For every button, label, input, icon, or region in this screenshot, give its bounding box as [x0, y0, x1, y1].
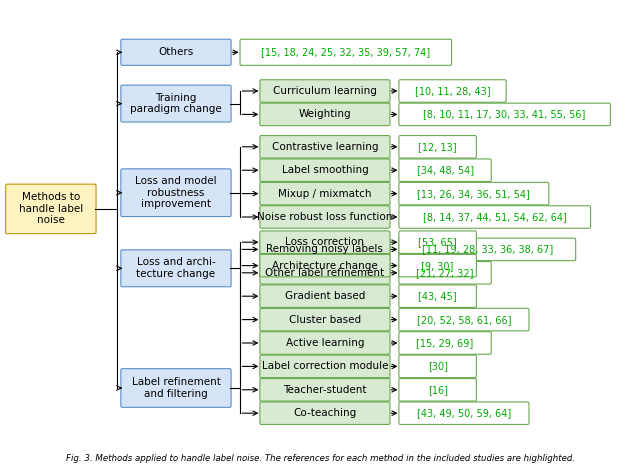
Text: Label refinement
and filtering: Label refinement and filtering [132, 377, 220, 399]
Text: Training
paradigm change: Training paradigm change [130, 93, 222, 114]
Text: Fig. 3. Methods applied to handle label noise. The references for each method in: Fig. 3. Methods applied to handle label … [67, 454, 575, 463]
FancyBboxPatch shape [260, 238, 390, 261]
Text: Gradient based: Gradient based [285, 291, 365, 301]
Text: [13, 26, 34, 36, 51, 54]: [13, 26, 34, 36, 51, 54] [417, 189, 531, 199]
FancyBboxPatch shape [399, 238, 575, 261]
Text: Architecture change: Architecture change [272, 261, 378, 271]
FancyBboxPatch shape [399, 355, 476, 378]
FancyBboxPatch shape [121, 39, 231, 66]
FancyBboxPatch shape [399, 332, 492, 354]
Text: Loss and archi-
tecture change: Loss and archi- tecture change [136, 257, 216, 279]
Text: Loss correction: Loss correction [285, 237, 364, 247]
Text: [16]: [16] [428, 385, 447, 395]
FancyBboxPatch shape [260, 182, 390, 205]
Text: Loss and model
robustness
improvement: Loss and model robustness improvement [135, 176, 217, 209]
Text: Co-teaching: Co-teaching [293, 408, 356, 418]
FancyBboxPatch shape [260, 206, 390, 228]
Text: [34, 48, 54]: [34, 48, 54] [417, 165, 474, 175]
Text: Contrastive learning: Contrastive learning [272, 142, 378, 152]
FancyBboxPatch shape [260, 285, 390, 307]
FancyBboxPatch shape [399, 254, 476, 277]
Text: [20, 52, 58, 61, 66]: [20, 52, 58, 61, 66] [417, 314, 511, 324]
FancyBboxPatch shape [260, 308, 390, 331]
Text: [8, 10, 11, 17, 30, 33, 41, 55, 56]: [8, 10, 11, 17, 30, 33, 41, 55, 56] [424, 109, 586, 119]
Text: Label correction module: Label correction module [262, 361, 388, 371]
Text: Mixup / mixmatch: Mixup / mixmatch [278, 189, 372, 199]
Text: Weighting: Weighting [299, 109, 351, 119]
Text: [15, 18, 24, 25, 32, 35, 39, 57, 74]: [15, 18, 24, 25, 32, 35, 39, 57, 74] [261, 48, 430, 57]
Text: [8, 14, 37, 44, 51, 54, 62, 64]: [8, 14, 37, 44, 51, 54, 62, 64] [423, 212, 566, 222]
FancyBboxPatch shape [260, 135, 390, 158]
Text: Active learning: Active learning [285, 338, 364, 348]
FancyBboxPatch shape [399, 262, 492, 284]
FancyBboxPatch shape [121, 169, 231, 217]
FancyBboxPatch shape [260, 231, 390, 254]
FancyBboxPatch shape [260, 379, 390, 401]
FancyBboxPatch shape [260, 103, 390, 126]
Text: Cluster based: Cluster based [289, 314, 361, 324]
Text: Teacher-student: Teacher-student [283, 385, 367, 395]
Text: Other label refinement: Other label refinement [266, 268, 385, 278]
Text: [15, 29, 69]: [15, 29, 69] [417, 338, 474, 348]
Text: [43, 45]: [43, 45] [419, 291, 457, 301]
FancyBboxPatch shape [399, 379, 476, 401]
Text: [9, 30]: [9, 30] [422, 261, 454, 271]
FancyBboxPatch shape [260, 254, 390, 277]
FancyBboxPatch shape [399, 308, 529, 331]
FancyBboxPatch shape [399, 285, 476, 307]
FancyBboxPatch shape [260, 355, 390, 378]
FancyBboxPatch shape [260, 332, 390, 354]
FancyBboxPatch shape [260, 159, 390, 181]
Text: [30]: [30] [428, 361, 447, 371]
Text: [11, 19, 28, 33, 36, 38, 67]: [11, 19, 28, 33, 36, 38, 67] [422, 245, 553, 255]
FancyBboxPatch shape [6, 184, 96, 234]
Text: [53, 65]: [53, 65] [419, 237, 457, 247]
FancyBboxPatch shape [121, 85, 231, 122]
Text: Curriculum learning: Curriculum learning [273, 86, 377, 96]
FancyBboxPatch shape [260, 402, 390, 425]
Text: [12, 13]: [12, 13] [419, 142, 457, 152]
Text: [43, 49, 50, 59, 64]: [43, 49, 50, 59, 64] [417, 408, 511, 418]
FancyBboxPatch shape [399, 103, 611, 126]
FancyBboxPatch shape [399, 159, 492, 181]
Text: Methods to
handle label
noise: Methods to handle label noise [19, 192, 83, 226]
FancyBboxPatch shape [121, 250, 231, 287]
FancyBboxPatch shape [399, 231, 476, 254]
Text: Removing noisy labels: Removing noisy labels [266, 245, 383, 255]
Text: [10, 11, 28, 43]: [10, 11, 28, 43] [415, 86, 490, 96]
FancyBboxPatch shape [260, 262, 390, 284]
FancyBboxPatch shape [260, 80, 390, 102]
FancyBboxPatch shape [399, 80, 506, 102]
FancyBboxPatch shape [399, 182, 549, 205]
FancyBboxPatch shape [121, 369, 231, 408]
Text: Label smoothing: Label smoothing [282, 165, 368, 175]
Text: [21, 27, 32]: [21, 27, 32] [417, 268, 474, 278]
FancyBboxPatch shape [399, 402, 529, 425]
FancyBboxPatch shape [399, 135, 476, 158]
FancyBboxPatch shape [399, 206, 591, 228]
Text: Others: Others [158, 48, 194, 57]
FancyBboxPatch shape [240, 39, 452, 66]
Text: Noise robust loss function: Noise robust loss function [257, 212, 392, 222]
